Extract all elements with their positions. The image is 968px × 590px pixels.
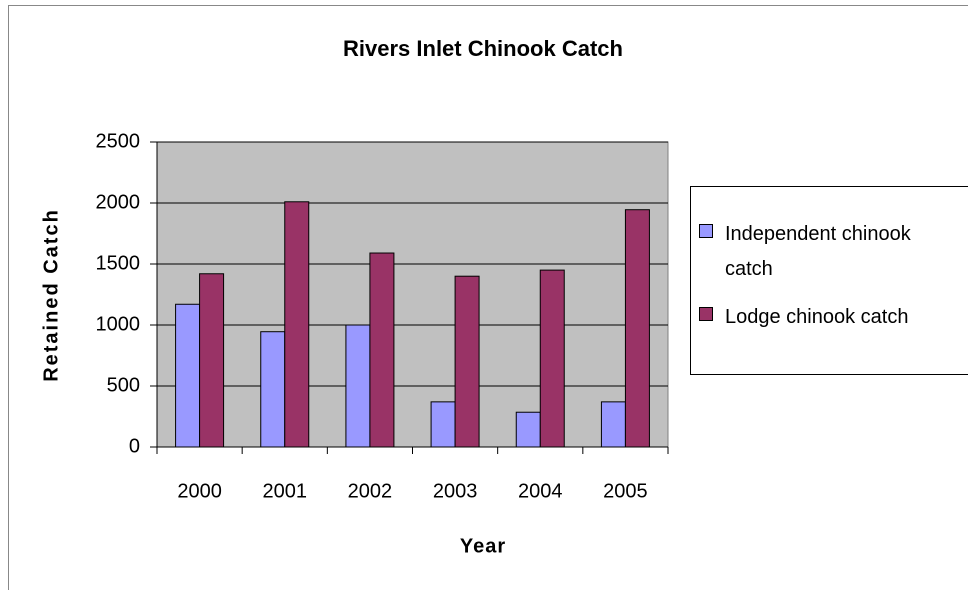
bar <box>454 275 480 448</box>
chart-title: Rivers Inlet Chinook Catch <box>343 36 623 61</box>
x-tick-label: 2002 <box>348 480 393 502</box>
legend-entry: Independent chinook catch <box>699 217 961 287</box>
legend-swatch <box>699 224 713 238</box>
legend-swatch <box>699 307 713 321</box>
bar <box>175 303 201 448</box>
y-tick-label: 2000 <box>96 191 141 213</box>
bar <box>369 252 395 448</box>
x-tick-label: 2001 <box>263 480 308 502</box>
x-tick-label: 2004 <box>518 480 563 502</box>
x-tick-label: 2000 <box>177 480 222 502</box>
legend-label: Independent chinook catch <box>725 223 911 280</box>
y-tick-label: 2500 <box>96 130 141 152</box>
bar <box>430 401 456 448</box>
bar <box>345 324 371 448</box>
bar <box>515 411 541 448</box>
bar <box>260 331 286 448</box>
bar <box>284 201 310 448</box>
legend: Independent chinook catch Lodge chinook c… <box>690 186 968 375</box>
y-axis-title: Retained Catch <box>40 208 62 382</box>
bar <box>539 269 565 448</box>
y-tick-label: 0 <box>129 435 140 457</box>
legend-label: Lodge chinook catch <box>725 306 909 328</box>
x-tick-label: 2005 <box>603 480 648 502</box>
y-tick-label: 1000 <box>96 313 141 335</box>
legend-entry: Lodge chinook catch <box>699 300 961 335</box>
plot-area <box>156 141 669 448</box>
y-tick-label: 500 <box>107 374 140 396</box>
y-tick-label: 1500 <box>96 252 141 274</box>
x-tick-label: 2003 <box>433 480 478 502</box>
bar <box>624 209 650 448</box>
bar <box>600 401 626 448</box>
bar <box>199 273 225 448</box>
x-axis-title: Year <box>460 535 506 557</box>
